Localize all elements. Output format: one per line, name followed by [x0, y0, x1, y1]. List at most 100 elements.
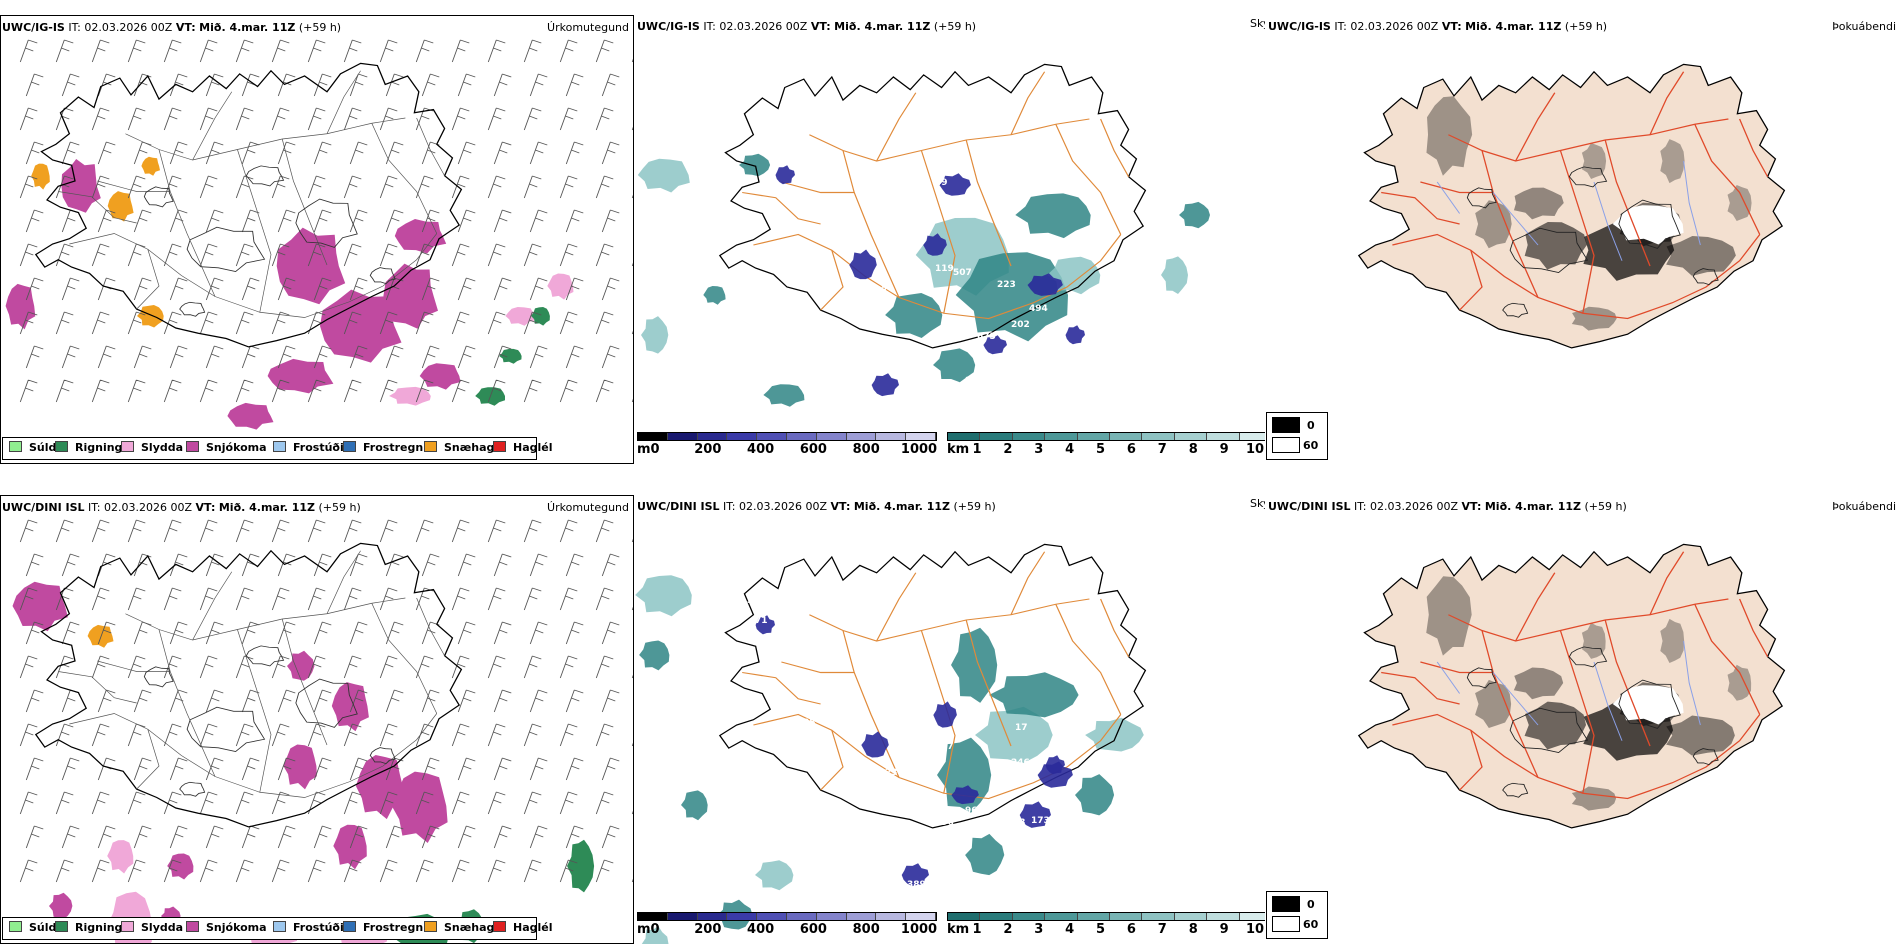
- wind-barb: [56, 380, 73, 402]
- road-line: [327, 551, 361, 614]
- precip-area: [49, 893, 72, 919]
- wind-barb: [314, 826, 331, 848]
- wind-barb: [416, 40, 433, 62]
- road-line: [125, 118, 405, 160]
- valid-time-label: VT:: [1462, 500, 1482, 513]
- wind-barb: [596, 40, 613, 62]
- iceland-coastline: [1359, 64, 1785, 348]
- wind-barb: [170, 278, 187, 300]
- wind-barb: [272, 520, 289, 542]
- road-line: [821, 730, 843, 790]
- fog-legend-label: 60: [1303, 918, 1318, 931]
- elevation-colorbar-tick: 800: [853, 442, 880, 457]
- wind-barb: [308, 520, 325, 542]
- valid-time-value: Mið. 4.mar. 11Z: [199, 21, 295, 34]
- cloud-base-label: 33: [905, 198, 918, 208]
- valid-time-value: Mið. 4.mar. 11Z: [1465, 20, 1561, 33]
- wind-barb: [452, 724, 469, 746]
- wind-barb: [170, 622, 187, 644]
- colorbar-segment: [1078, 913, 1110, 920]
- road-line: [877, 573, 916, 641]
- legend-item: Frostregn: [343, 921, 423, 934]
- colorbar-segment: [1013, 913, 1045, 920]
- wind-barb: [560, 244, 577, 266]
- cloud-base-label: 62: [1055, 390, 1068, 400]
- precip-type-legend: Súld Rigning Slydda Snjókoma Frostúði Frostre…: [2, 437, 537, 460]
- wind-barb: [530, 622, 547, 644]
- legend-item: Haglél: [493, 441, 553, 454]
- wind-barb: [62, 622, 79, 644]
- wind-barb: [56, 860, 73, 882]
- cloud-base-label: 77: [941, 742, 954, 752]
- fog-legend-label: 0: [1307, 898, 1315, 911]
- wind-barb: [26, 74, 43, 96]
- lead-time: (+59 h): [954, 500, 996, 513]
- wind-barb: [92, 792, 109, 814]
- legend-label: Snæhagl: [444, 921, 498, 934]
- wind-barb: [386, 826, 403, 848]
- wind-barb: [278, 690, 295, 712]
- wind-barb: [308, 588, 325, 610]
- precip-area: [395, 219, 446, 254]
- wind-barb: [308, 40, 325, 62]
- colorbar-segment: [847, 913, 877, 920]
- panel-title: UWC/DINI ISL IT: 02.03.2026 00Z VT: Mið.…: [637, 500, 996, 513]
- road-line: [58, 672, 136, 704]
- wind-barb: [98, 690, 115, 712]
- cloud-base-label: 507: [953, 268, 972, 278]
- wind-barb: [206, 346, 223, 368]
- wind-barb: [272, 176, 289, 198]
- wind-barb: [200, 792, 217, 814]
- wind-barb: [20, 380, 37, 402]
- fog-legend-label: 60: [1303, 439, 1318, 452]
- wind-barb: [128, 176, 145, 198]
- wind-barb: [488, 724, 505, 746]
- wind-barb: [602, 622, 619, 644]
- wind-barb: [530, 210, 547, 232]
- legend-swatch: [55, 441, 68, 452]
- wind-barb: [92, 40, 109, 62]
- wind-barbs: [20, 40, 634, 402]
- colorbar-segment: [1110, 913, 1142, 920]
- wind-barb: [530, 758, 547, 780]
- wind-barb: [242, 346, 259, 368]
- cloud-base-area: [849, 250, 877, 280]
- wind-barb: [632, 520, 634, 542]
- wind-barb: [452, 244, 469, 266]
- cloud-base-label: 22: [1059, 850, 1072, 860]
- wind-barb: [380, 176, 397, 198]
- wind-barb: [200, 40, 217, 62]
- colorbar-segment: [1110, 433, 1142, 440]
- low-visibility-area: [639, 641, 669, 671]
- wind-barb: [98, 554, 115, 576]
- panel-title: UWC/IG-IS IT: 02.03.2026 00Z VT: Mið. 4.…: [2, 21, 341, 34]
- wind-barb: [596, 176, 613, 198]
- wind-barb: [344, 40, 361, 62]
- elevation-colorbar-tick: 200: [694, 442, 721, 457]
- valid-time-label: VT:: [811, 20, 831, 33]
- colorbar-segment: [1078, 433, 1110, 440]
- visibility-colorbar-tick: 8: [1189, 922, 1198, 937]
- elevation-colorbar-tick: 0: [650, 922, 659, 937]
- wind-barb: [632, 380, 634, 402]
- wind-barb: [458, 826, 475, 848]
- wind-barb: [458, 346, 475, 368]
- wind-barb: [134, 826, 151, 848]
- wind-barb: [62, 758, 79, 780]
- wind-barb: [164, 724, 181, 746]
- wind-barb: [632, 108, 634, 130]
- wind-barb: [524, 860, 541, 882]
- fog-indicator-map: [1266, 495, 1900, 905]
- wind-barb: [524, 40, 541, 62]
- legend-item: Frostúði: [273, 921, 344, 934]
- wind-barb: [278, 142, 295, 164]
- wind-barb: [380, 108, 397, 130]
- wind-barb: [164, 520, 181, 542]
- wind-barb: [596, 380, 613, 402]
- glacier-outline: [144, 667, 173, 687]
- wind-barb: [596, 312, 613, 334]
- init-time-label: IT:: [68, 21, 80, 34]
- iceland-coastline: [1359, 544, 1785, 828]
- road-line: [193, 92, 232, 160]
- legend-item: Rigning: [55, 441, 122, 454]
